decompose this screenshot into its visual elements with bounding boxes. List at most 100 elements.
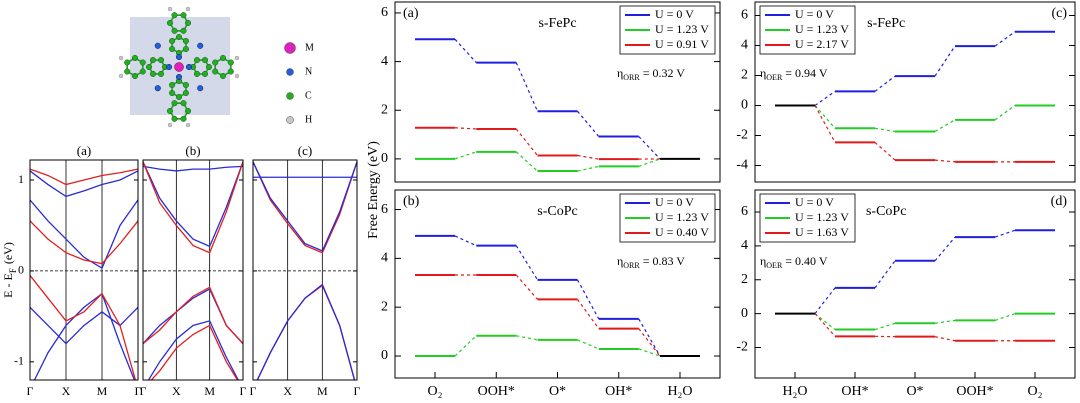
- legend-label: U = 1.23 V: [795, 22, 849, 36]
- connector: [934, 119, 956, 132]
- atom: [166, 107, 174, 115]
- connector: [454, 335, 477, 357]
- connector: [638, 348, 661, 357]
- x-tick-label: Γ: [135, 384, 142, 398]
- atom: [175, 93, 183, 101]
- x-tick-label: O*: [549, 384, 566, 399]
- panel-title: s-CoPc: [537, 204, 577, 219]
- band: [150, 324, 239, 380]
- y-axis-label: E - EF (eV): [1, 242, 18, 298]
- plot-frame: [394, 189, 721, 379]
- y-tick-label: -2: [736, 340, 748, 355]
- legend-label: M: [305, 42, 314, 53]
- band: [30, 306, 138, 345]
- atom: [182, 89, 189, 97]
- band: [30, 168, 138, 186]
- atom: [193, 70, 201, 77]
- y-axis-label-unit: (eV): [1, 242, 15, 264]
- plot-frame: [394, 1, 721, 183]
- legend-label: C: [305, 90, 312, 101]
- x-tick-label: X: [283, 384, 292, 398]
- y-tick-label: 2: [381, 102, 388, 117]
- annotation: ηOER = 0.40 V: [760, 254, 828, 271]
- connector: [934, 45, 956, 77]
- plot-frame: [142, 159, 244, 381]
- connector: [515, 245, 539, 281]
- y-tick-label: 2: [741, 272, 748, 287]
- atom: [145, 63, 153, 71]
- panel-title: s-FePc: [867, 16, 905, 31]
- atom: [180, 115, 187, 122]
- atom: [169, 37, 176, 45]
- connector: [934, 319, 956, 324]
- atom: [184, 107, 192, 115]
- connector: [577, 299, 600, 330]
- atom: [185, 6, 191, 12]
- atom: [182, 81, 189, 89]
- connector: [994, 31, 1016, 47]
- x-tick-label: OH*: [605, 384, 632, 399]
- atom: [182, 45, 189, 53]
- band: [30, 275, 137, 380]
- connector: [577, 154, 599, 160]
- connector: [515, 274, 538, 300]
- y-tick-label: 2: [741, 68, 748, 83]
- atom: [154, 85, 161, 92]
- annotation-subscript: OER: [766, 261, 783, 270]
- legend-label: U = 0 V: [655, 7, 694, 21]
- connector: [454, 151, 477, 160]
- connector: [874, 322, 896, 331]
- y-tick-label: 4: [741, 38, 748, 53]
- atom: [227, 59, 234, 66]
- atom: [197, 42, 204, 49]
- legend-label: U = 2.17 V: [795, 37, 849, 51]
- annotation-text: = 0.40 V: [785, 254, 828, 268]
- annotation-subscript: ORR: [623, 261, 640, 270]
- connector: [814, 105, 836, 129]
- connector: [515, 151, 538, 172]
- x-tick-label: Γ: [27, 384, 34, 398]
- atom: [182, 37, 189, 45]
- annotation-symbol: η: [617, 254, 623, 268]
- y-tick-label: 0: [381, 348, 388, 363]
- atom: [171, 12, 178, 19]
- atom: [169, 89, 176, 97]
- band: [143, 161, 243, 248]
- band: [253, 161, 357, 252]
- band: [30, 199, 138, 270]
- plot-frame: [754, 189, 1076, 379]
- legend-label: U = 0 V: [795, 195, 834, 209]
- x-tick-label: X: [62, 384, 71, 398]
- panel-label: (b): [403, 194, 420, 209]
- atom: [149, 57, 157, 64]
- connector: [454, 235, 477, 247]
- x-tick-label: X: [172, 384, 181, 398]
- band: [143, 288, 243, 345]
- plot-frame: [754, 1, 1076, 183]
- legend-swatch: [286, 68, 294, 76]
- band: [143, 165, 243, 172]
- atom: [139, 68, 146, 75]
- y-tick-label: 0: [381, 151, 388, 166]
- connector: [515, 128, 538, 156]
- panel-label: (a): [403, 6, 419, 21]
- connector: [994, 313, 1016, 321]
- atom: [234, 55, 240, 61]
- atom: [154, 42, 161, 49]
- connector: [814, 313, 836, 331]
- atom: [157, 70, 165, 77]
- connector: [638, 328, 661, 357]
- legend-swatch: [284, 42, 296, 54]
- annotation: ηORR = 0.83 V: [617, 254, 685, 271]
- band: [143, 161, 243, 254]
- panel-title: s-CoPc: [866, 204, 906, 219]
- band: [256, 284, 356, 380]
- annotation-text: = 0.94 V: [785, 66, 828, 80]
- y-tick-label: 4: [381, 251, 388, 266]
- band: [256, 283, 356, 380]
- x-tick-label: OH*: [841, 384, 868, 399]
- connector: [874, 127, 896, 133]
- x-tick-label: O₂: [1028, 384, 1043, 399]
- annotation: ηOER = 0.94 V: [760, 66, 828, 83]
